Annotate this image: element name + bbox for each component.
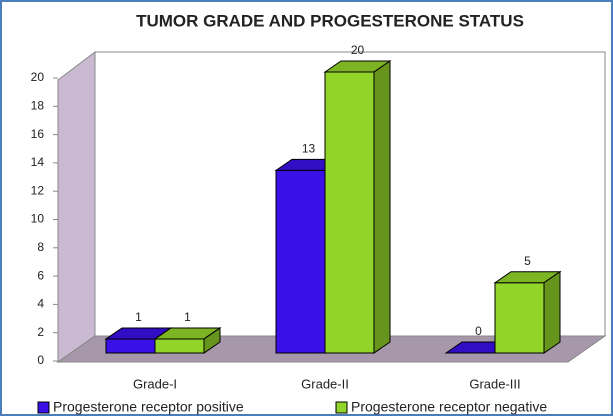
y-tick-label: 4 xyxy=(37,297,44,311)
y-tick-label: 20 xyxy=(31,70,45,84)
chart-title: TUMOR GRADE AND PROGESTERONE STATUS xyxy=(136,11,524,30)
data-label: 1 xyxy=(184,310,191,324)
legend-label: Progesterone receptor negative xyxy=(351,399,547,415)
y-tick-label: 6 xyxy=(37,268,44,282)
legend-swatch xyxy=(37,401,50,414)
data-label: 20 xyxy=(351,43,365,57)
bar-3d xyxy=(153,326,222,354)
bar-side xyxy=(373,60,391,354)
data-label: 13 xyxy=(302,142,316,156)
bar xyxy=(324,71,375,354)
data-label: 5 xyxy=(524,254,531,268)
bar xyxy=(494,282,545,354)
x-tick-label: Grade-III xyxy=(469,376,520,391)
y-tick-label: 0 xyxy=(37,353,44,367)
bar xyxy=(154,338,205,354)
x-tick-label: Grade-II xyxy=(301,376,349,391)
side-wall xyxy=(57,50,96,363)
bar xyxy=(105,338,156,354)
y-tick-label: 8 xyxy=(37,240,44,254)
y-tick-label: 2 xyxy=(37,325,44,339)
y-tick-label: 14 xyxy=(31,155,45,169)
bar-3d xyxy=(493,270,562,354)
y-tick-label: 16 xyxy=(31,127,45,141)
bar xyxy=(275,169,326,354)
data-label: 1 xyxy=(135,310,142,324)
y-tick-label: 10 xyxy=(31,212,45,226)
x-tick-label: Grade-I xyxy=(133,376,177,391)
y-tick-label: 12 xyxy=(31,183,45,197)
bar-3d xyxy=(323,60,392,354)
bar-side xyxy=(203,326,221,354)
legend-swatch xyxy=(335,401,348,414)
bar-side xyxy=(543,270,561,354)
data-label: 0 xyxy=(475,324,482,338)
legend-label: Progesterone receptor positive xyxy=(53,399,244,415)
y-tick-label: 18 xyxy=(31,98,45,112)
